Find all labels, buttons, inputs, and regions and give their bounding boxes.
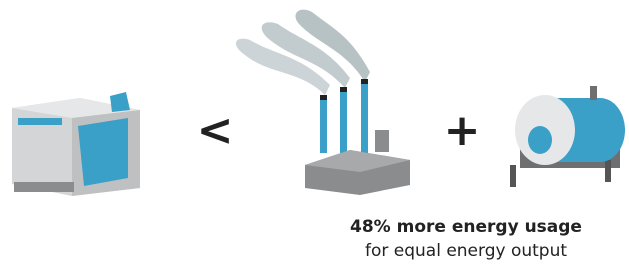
- chp-unit-icon: [12, 92, 140, 196]
- caption-subline: for equal energy output: [365, 241, 567, 261]
- plus-symbol: +: [444, 105, 481, 156]
- power-plant-icon: [236, 10, 410, 195]
- less-than-symbol: <: [197, 105, 234, 156]
- caption-headline: 48% more energy usage: [350, 217, 582, 237]
- boiler-icon: [510, 86, 625, 187]
- infographic: < + 48% more energy usage for equal ener…: [0, 0, 629, 267]
